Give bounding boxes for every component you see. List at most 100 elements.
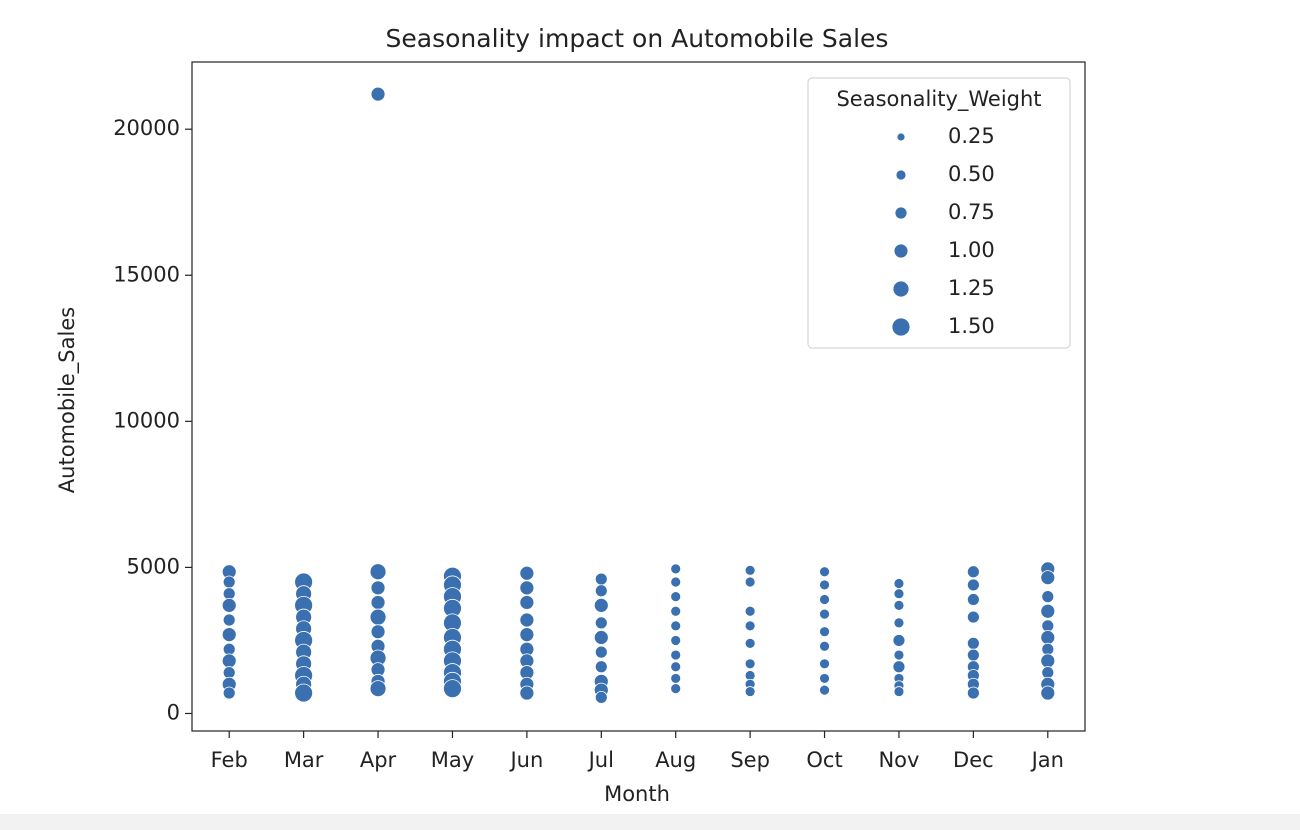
x-tick-label: Feb <box>211 748 248 772</box>
point <box>819 594 830 605</box>
point <box>370 86 386 102</box>
y-tick-label: 0 <box>167 700 180 724</box>
point <box>744 686 756 697</box>
x-tick-label: Jul <box>587 748 614 772</box>
point <box>594 691 608 704</box>
point <box>893 649 905 661</box>
point <box>670 683 682 695</box>
y-tick-label: 20000 <box>113 116 180 140</box>
point <box>221 597 237 613</box>
y-tick-label: 10000 <box>113 408 180 432</box>
point <box>1041 642 1055 656</box>
point <box>594 645 608 659</box>
x-axis-label: Month <box>604 782 670 806</box>
legend-title: Seasonality_Weight <box>836 87 1041 112</box>
point <box>594 660 608 674</box>
point <box>519 580 535 596</box>
point <box>593 630 609 645</box>
point <box>819 608 830 620</box>
point <box>222 613 236 627</box>
point <box>670 635 682 646</box>
point <box>744 605 756 617</box>
point <box>519 627 535 642</box>
x-tick-label: Apr <box>360 748 397 772</box>
point <box>594 572 608 586</box>
legend-marker <box>892 280 910 298</box>
point <box>1040 603 1056 619</box>
point <box>519 565 535 581</box>
point <box>519 595 535 610</box>
x-tick-label: Jun <box>508 748 543 772</box>
footer-strip <box>0 814 1300 830</box>
point <box>670 563 682 575</box>
point <box>370 580 386 596</box>
point <box>369 680 387 698</box>
point <box>819 579 830 591</box>
point <box>670 620 682 632</box>
point <box>819 566 830 578</box>
point <box>819 684 830 696</box>
legend-label: 1.00 <box>948 238 995 262</box>
point <box>370 624 386 640</box>
point <box>369 608 387 626</box>
point <box>222 666 236 679</box>
point <box>893 588 905 600</box>
x-tick-label: Dec <box>953 748 994 772</box>
point <box>1041 619 1055 633</box>
point <box>744 564 756 576</box>
point <box>1040 630 1056 645</box>
point <box>443 679 462 699</box>
point <box>819 640 830 652</box>
point <box>670 605 682 617</box>
legend-label: 0.25 <box>948 124 995 148</box>
plot-frame <box>191 61 1086 732</box>
point <box>893 617 905 629</box>
point <box>222 587 236 601</box>
point <box>1040 685 1056 701</box>
x-tick-label: Sep <box>730 748 770 772</box>
legend-label: 1.50 <box>948 314 995 338</box>
point <box>221 653 237 669</box>
legend-marker <box>895 169 907 181</box>
y-tick-label: 5000 <box>127 554 180 578</box>
x-tick-label: Oct <box>806 748 842 772</box>
point <box>670 591 682 603</box>
legend-marker <box>894 206 908 220</box>
point <box>519 612 535 628</box>
point <box>966 648 980 662</box>
point <box>222 686 236 700</box>
x-tick-label: Aug <box>655 748 696 772</box>
point <box>670 661 682 673</box>
point <box>744 637 756 649</box>
point <box>966 578 980 592</box>
point <box>593 597 609 613</box>
point <box>744 576 756 588</box>
point <box>819 658 830 670</box>
legend-label: 0.50 <box>948 162 995 186</box>
point <box>819 673 830 684</box>
point <box>369 563 387 581</box>
point <box>1041 590 1055 604</box>
point <box>1040 570 1056 586</box>
point <box>670 576 682 588</box>
y-axis-label: Automobile_Sales <box>55 307 80 493</box>
point <box>966 636 980 650</box>
point <box>893 578 905 589</box>
point <box>670 649 682 661</box>
point <box>819 626 830 638</box>
point <box>744 620 756 632</box>
legend-label: 1.25 <box>948 276 995 300</box>
point <box>670 673 682 684</box>
x-tick-label: Mar <box>284 748 324 772</box>
legend-box <box>807 77 1071 349</box>
legend-label: 0.75 <box>948 200 995 224</box>
point <box>966 686 980 700</box>
point <box>893 686 905 697</box>
x-tick-label: Nov <box>878 748 919 772</box>
x-tick-label: Jan <box>1030 748 1064 772</box>
point <box>966 610 980 624</box>
point <box>893 599 905 611</box>
